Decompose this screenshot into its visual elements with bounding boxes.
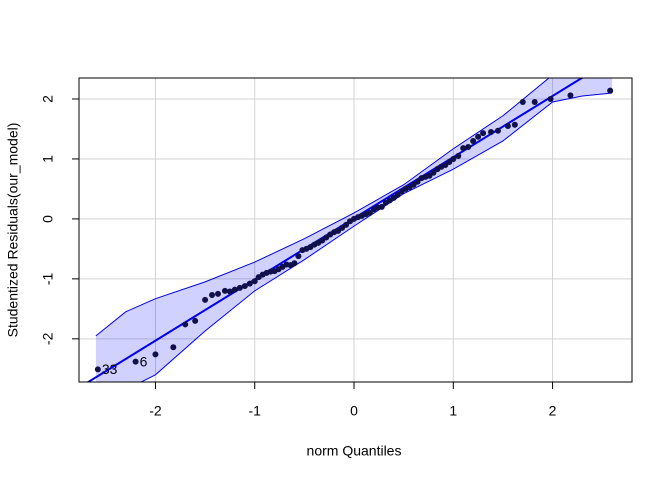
point xyxy=(394,191,401,198)
point-label: 6 xyxy=(140,353,148,369)
point xyxy=(414,178,421,185)
band-upper xyxy=(95,78,550,337)
point xyxy=(366,209,373,216)
point xyxy=(455,152,462,159)
point xyxy=(192,317,199,324)
x-tick-label: -2 xyxy=(149,403,162,419)
y-tick-label: -2 xyxy=(40,332,56,345)
point xyxy=(231,286,238,293)
point xyxy=(94,366,101,373)
point xyxy=(152,351,159,358)
point-label: 33 xyxy=(102,361,118,377)
point xyxy=(209,292,216,299)
point xyxy=(343,221,350,228)
point xyxy=(460,145,467,152)
y-tick-label: -1 xyxy=(40,272,56,285)
point xyxy=(182,321,189,328)
point xyxy=(511,121,518,128)
x-tick-label: 1 xyxy=(449,403,457,419)
x-axis-label: norm Quantiles xyxy=(307,443,402,459)
point xyxy=(246,280,253,287)
x-tick-label: 0 xyxy=(350,403,358,419)
point xyxy=(214,290,221,297)
y-tick-label: 0 xyxy=(40,215,56,223)
y-axis-label: Studentized Residuals(our_model) xyxy=(5,123,21,338)
point xyxy=(202,296,209,303)
point xyxy=(531,98,538,105)
y-tick-label: 1 xyxy=(40,155,56,163)
point xyxy=(504,122,511,129)
point xyxy=(567,92,574,99)
point xyxy=(378,203,385,210)
point xyxy=(430,169,437,176)
point xyxy=(470,137,477,144)
plot-area: 33 6 xyxy=(86,78,614,382)
x-tick-label: 2 xyxy=(549,403,557,419)
point xyxy=(547,95,554,102)
point xyxy=(226,288,233,295)
point xyxy=(221,287,228,294)
point xyxy=(170,344,177,351)
point xyxy=(241,283,248,290)
point xyxy=(494,127,501,134)
axes: -2 -1 0 1 2 -2 -1 0 1 2 xyxy=(40,95,557,419)
x-tick-label: -1 xyxy=(249,403,262,419)
point xyxy=(450,155,457,162)
point xyxy=(291,260,298,267)
point xyxy=(132,358,139,365)
plot-background xyxy=(79,78,632,382)
point xyxy=(236,284,243,291)
point xyxy=(519,98,526,105)
y-tick-label: 2 xyxy=(40,95,56,103)
point xyxy=(295,253,302,260)
point xyxy=(488,128,495,135)
point xyxy=(251,278,258,285)
point xyxy=(475,133,482,140)
point xyxy=(480,130,487,137)
point xyxy=(607,87,614,94)
plot-border xyxy=(78,77,633,383)
band-lower xyxy=(140,92,613,382)
point xyxy=(465,143,472,150)
confidence-band xyxy=(95,78,613,382)
